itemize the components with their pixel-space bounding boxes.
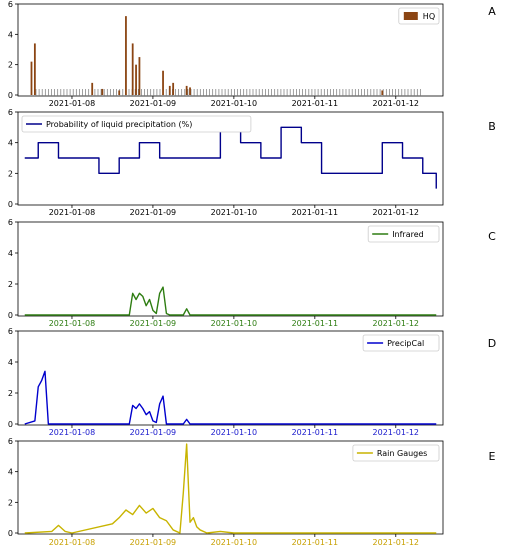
x-tick-label: 2021-01-08 — [49, 99, 96, 108]
x-tick-label: 2021-01-09 — [130, 208, 177, 217]
panel-b: 0 2 4 6 2021-01-08 2021-01-09 2021-01-10 2021-0… — [8, 108, 496, 217]
y-tick-label: 4 — [8, 249, 13, 258]
x-tick-label: 2021-01-09 — [130, 538, 177, 547]
bar — [125, 16, 127, 96]
x-tick-label: 2021-01-10 — [211, 428, 258, 437]
panel-c: 0 2 4 6 2021-01-08 2021-01-09 2021-01-10 2021-0… — [8, 218, 496, 328]
y-tick-label: 2 — [8, 389, 13, 398]
y-tick-label: 4 — [8, 468, 13, 477]
legend-box — [362, 334, 440, 352]
y-tick-label: 0 — [8, 200, 13, 209]
x-tick-label: 2021-01-12 — [373, 208, 420, 217]
bar — [30, 61, 33, 95]
y-tick-label: 2 — [8, 61, 13, 70]
legend: Infrared — [367, 225, 440, 243]
x-tick-label: 2021-01-10 — [211, 99, 258, 108]
bar — [189, 87, 191, 95]
x-tick-label: 2021-01-10 — [211, 208, 258, 217]
bar — [101, 88, 104, 95]
y-tick-label: 0 — [8, 91, 13, 100]
y-tick-label: 4 — [8, 358, 13, 367]
plot-frame — [17, 221, 444, 317]
bar — [91, 82, 94, 95]
x-tick-label: 2021-01-11 — [292, 428, 339, 437]
bar — [131, 43, 134, 95]
y-tick-label: 6 — [8, 327, 13, 336]
x-tick-label: 2021-01-12 — [373, 319, 420, 328]
y-tick-label: 4 — [8, 30, 13, 39]
panel-letter: B — [488, 120, 496, 133]
plot-frame — [17, 111, 444, 206]
legend-label: Infrared — [392, 230, 424, 239]
x-tick-label: 2021-01-08 — [49, 428, 96, 437]
x-tick-label: 2021-01-08 — [49, 319, 96, 328]
x-tick-label: 2021-01-10 — [211, 319, 258, 328]
y-tick-label: 0 — [8, 529, 13, 538]
y-tick-label: 4 — [8, 139, 13, 148]
panel-a: 0 2 4 6 2021-01-08 2021-01-09 2021-01-10 2021-0… — [8, 0, 496, 108]
y-tick-label: 6 — [8, 218, 13, 227]
panel-letter: C — [488, 230, 496, 243]
panel-letter: A — [488, 5, 496, 18]
y-tick-label: 0 — [8, 311, 13, 320]
bar — [168, 85, 171, 95]
legend-box — [367, 225, 440, 243]
plot-frame — [17, 330, 444, 426]
panel-letter: E — [489, 450, 496, 463]
bar — [118, 90, 121, 95]
x-tick-label: 2021-01-10 — [211, 538, 258, 547]
legend-box — [352, 444, 440, 462]
x-tick-label: 2021-01-08 — [49, 538, 96, 547]
x-tick-label: 2021-01-09 — [130, 319, 177, 328]
legend: PrecipCal — [362, 334, 440, 352]
legend-label: HQ — [423, 12, 435, 21]
series-line — [24, 126, 437, 189]
x-tick-label: 2021-01-11 — [292, 319, 339, 328]
series-line — [24, 286, 437, 316]
bar — [185, 85, 188, 95]
legend-label: Rain Gauges — [377, 449, 427, 458]
plot-frame — [17, 440, 444, 535]
x-tick-label: 2021-01-11 — [292, 99, 339, 108]
panel-letter: D — [488, 337, 496, 350]
y-tick-label: 6 — [8, 0, 13, 9]
legend: HQ — [398, 7, 440, 25]
plot-frame — [17, 3, 444, 97]
bar — [135, 64, 137, 95]
bar — [33, 43, 36, 95]
legend-swatch — [403, 12, 418, 20]
bar — [162, 70, 164, 95]
x-tick-label: 2021-01-12 — [373, 538, 420, 547]
x-tick-label: 2021-01-09 — [130, 99, 177, 108]
x-tick-label: 2021-01-08 — [49, 208, 96, 217]
bar — [381, 90, 384, 95]
missing-data-marks — [35, 89, 421, 96]
legend: Probability of liquid precipitation (%) — [21, 115, 252, 133]
panel-e: 0 2 4 6 2021-01-08 2021-01-09 2021-01-10 2021-0… — [8, 437, 496, 547]
y-tick-label: 2 — [8, 280, 13, 289]
bar — [172, 82, 175, 95]
x-tick-label: 2021-01-11 — [292, 538, 339, 547]
x-tick-label: 2021-01-12 — [373, 428, 420, 437]
y-tick-label: 0 — [8, 420, 13, 429]
y-tick-label: 2 — [8, 498, 13, 507]
legend-box — [21, 115, 252, 133]
x-tick-label: 2021-01-12 — [373, 99, 420, 108]
y-tick-label: 6 — [8, 437, 13, 446]
legend-label: Probability of liquid precipitation (%) — [46, 120, 192, 129]
x-tick-label: 2021-01-09 — [130, 428, 177, 437]
bar — [138, 57, 141, 95]
panel-d: 0 2 4 6 2021-01-08 2021-01-09 2021-01-10 2021-0… — [8, 327, 496, 437]
series-line — [24, 443, 437, 534]
x-tick-label: 2021-01-11 — [292, 208, 339, 217]
y-tick-label: 2 — [8, 169, 13, 178]
series-line — [24, 370, 437, 425]
legend: Rain Gauges — [352, 444, 440, 462]
legend-label: PrecipCal — [387, 339, 424, 348]
y-tick-label: 6 — [8, 108, 13, 117]
